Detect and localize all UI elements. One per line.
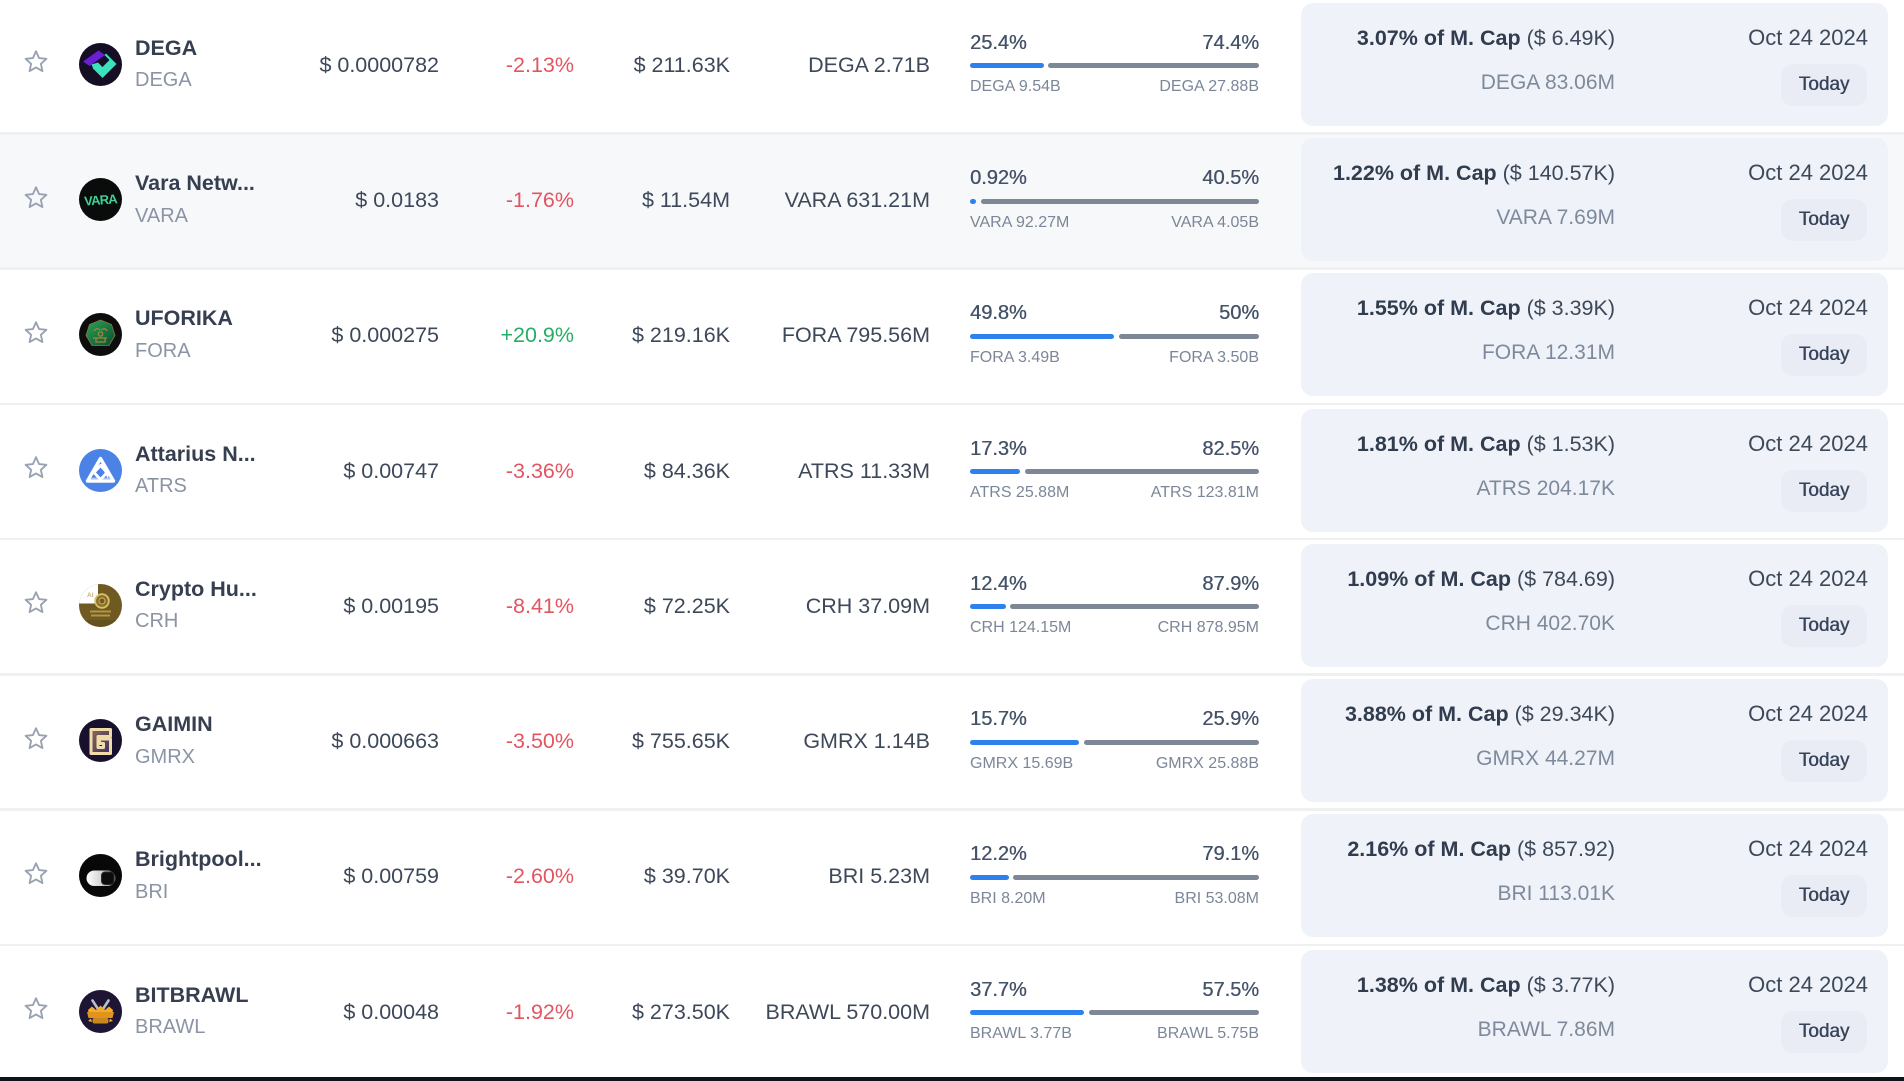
svg-text:AI: AI xyxy=(87,592,94,599)
svg-text:VARA: VARA xyxy=(84,191,119,208)
